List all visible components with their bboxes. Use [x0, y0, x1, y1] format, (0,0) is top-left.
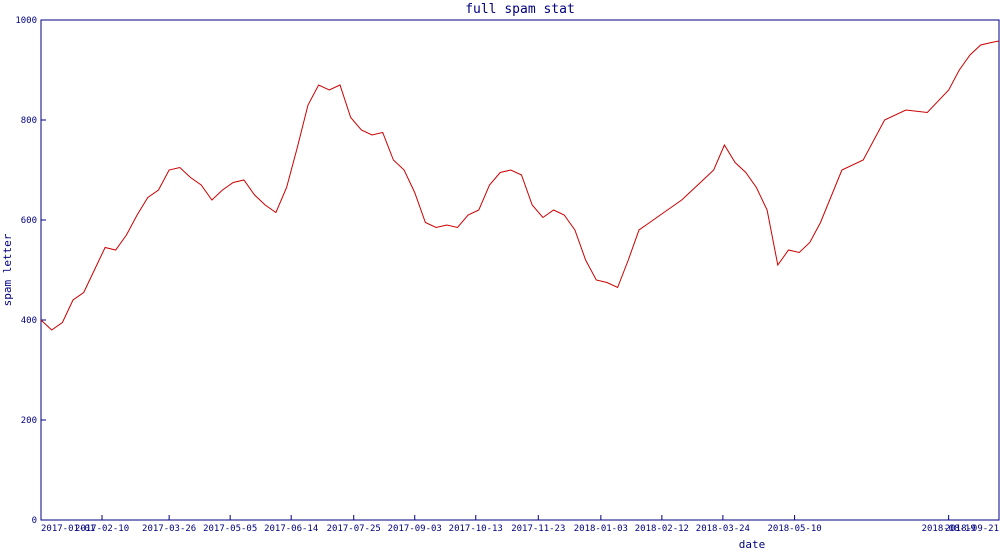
x-tick-label: 2017-02-10	[75, 524, 129, 534]
x-tick-label: 2017-07-25	[327, 524, 381, 534]
x-tick-label: 2017-11-23	[511, 524, 565, 534]
y-tick-label: 1000	[15, 16, 37, 26]
x-tick-label: 2017-10-13	[449, 524, 503, 534]
x-tick-label: 2018-05-10	[767, 524, 821, 534]
y-tick-label: 200	[21, 416, 37, 426]
x-tick-label: 2018-02-12	[635, 524, 689, 534]
y-tick-label: 400	[21, 316, 37, 326]
plot-frame	[40, 19, 1000, 521]
x-tick-label: 2017-05-05	[203, 524, 257, 534]
x-tick-label: 2017-01-01	[41, 524, 95, 534]
y-tick-label: 800	[21, 116, 37, 126]
x-tick-label: 2018-08-19	[922, 524, 976, 534]
y-axis-title: spam letter	[1, 233, 14, 306]
x-tick-label: 2017-09-03	[388, 524, 442, 534]
x-tick-label: 2018-03-24	[696, 524, 750, 534]
chart-title: full spam stat	[465, 2, 575, 17]
spam-series-line	[40, 40, 1000, 331]
y-axis: 0 200 400 600 800 1000	[15, 16, 46, 526]
x-tick-label: 2017-06-14	[264, 524, 318, 534]
y-tick-label: 600	[21, 216, 37, 226]
x-axis-title: date	[739, 538, 766, 550]
x-tick-label: 2017-03-26	[142, 524, 196, 534]
y-tick-label: 0	[32, 516, 37, 526]
x-tick-label: 2018-01-03	[574, 524, 628, 534]
x-tick-label: 2018-09-21	[945, 524, 999, 534]
